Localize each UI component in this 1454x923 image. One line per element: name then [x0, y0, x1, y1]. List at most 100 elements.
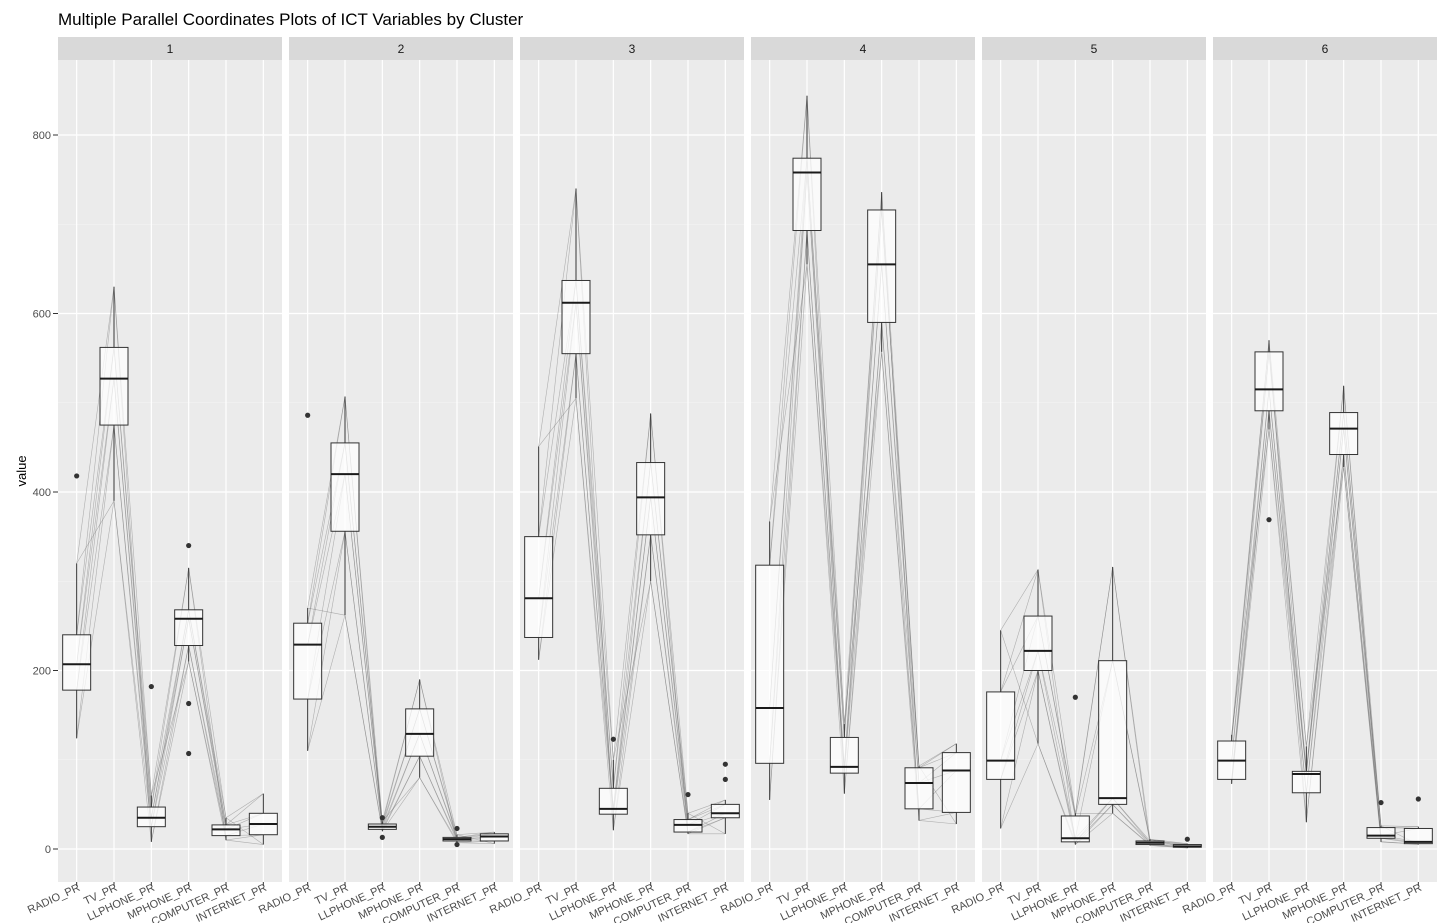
box-iqr: [1329, 412, 1359, 456]
chart-title: Multiple Parallel Coordinates Plots of I…: [58, 10, 524, 29]
y-axis-ticks: 0 200 400 600 800: [33, 130, 58, 856]
box-iqr: [1403, 827, 1433, 845]
outlier-point: [610, 736, 616, 742]
boxplot-radio_pr: [293, 412, 323, 751]
box-iqr: [1023, 615, 1053, 671]
boxplot-llphone_pr: [1060, 694, 1090, 845]
outlier-point: [379, 815, 385, 821]
profile-line: [538, 398, 726, 835]
box-iqr: [1366, 827, 1396, 839]
profile-line: [76, 500, 264, 845]
box-iqr: [598, 787, 628, 815]
boxplot-tv_pr: [330, 396, 360, 616]
boxplot-internet_pr: [1172, 836, 1202, 849]
boxplot-radio_pr: [1217, 734, 1247, 784]
box-iqr: [792, 157, 822, 231]
profile-line: [769, 264, 957, 825]
profile-line: [76, 425, 264, 845]
y-tick-label: 0: [45, 844, 51, 856]
boxplot-mphone_pr: [1329, 385, 1359, 468]
boxplot-llphone_pr: [136, 683, 166, 842]
outlier-point: [722, 776, 728, 782]
profile-line: [1231, 410, 1419, 844]
panel-background: [520, 60, 744, 882]
facet-strip: [982, 37, 1206, 60]
boxplot-llphone_pr: [829, 724, 859, 794]
profile-line: [1231, 351, 1419, 843]
outlier-point: [1184, 836, 1190, 842]
boxplot-internet_pr: [941, 743, 971, 825]
box-iqr: [1254, 351, 1284, 412]
boxplot-tv_pr: [561, 188, 591, 399]
outlier-point: [148, 683, 154, 690]
facet-strip: [1213, 37, 1437, 60]
box-iqr: [755, 564, 785, 764]
outlier-point: [454, 841, 460, 848]
facet-strip-label: 6: [1322, 42, 1329, 56]
box-iqr: [867, 209, 897, 323]
profile-line: [1231, 429, 1419, 845]
boxplot-radio_pr: [62, 473, 92, 739]
boxplot-mphone_pr: [1098, 566, 1128, 814]
box-iqr: [1291, 770, 1321, 794]
box-iqr: [174, 609, 204, 647]
profile-line: [1231, 385, 1419, 844]
profile-line: [307, 396, 495, 836]
box-iqr: [561, 279, 591, 355]
box-iqr: [986, 691, 1016, 780]
profile-line: [538, 188, 726, 814]
outlier-point: [186, 700, 192, 707]
facet-strip: [751, 37, 975, 60]
outlier-point: [186, 750, 192, 757]
panel-background: [751, 60, 975, 882]
boxplot-computer_pr: [1135, 839, 1165, 846]
outlier-point: [305, 412, 311, 418]
boxplot-mphone_pr: [174, 542, 204, 757]
outlier-point: [722, 761, 728, 767]
boxplot-llphone_pr: [1291, 746, 1321, 823]
facet-strip-label: 1: [167, 42, 174, 56]
boxplot-computer_pr: [442, 825, 472, 848]
facet-strip-label: 3: [629, 42, 636, 56]
facet-strip-label: 5: [1091, 42, 1098, 56]
y-tick-label: 800: [33, 130, 51, 142]
boxplot-internet_pr: [479, 832, 509, 844]
facet-strip: [58, 37, 282, 60]
y-tick-label: 400: [33, 487, 51, 499]
facet-strip: [289, 37, 513, 60]
box-iqr: [524, 536, 554, 638]
boxplot-tv_pr: [99, 286, 129, 501]
profile-line: [307, 607, 495, 838]
y-axis-title: value: [14, 455, 29, 486]
box-iqr: [1098, 660, 1128, 805]
panel-background: [982, 60, 1206, 882]
boxplot-radio_pr: [986, 630, 1016, 829]
x-tick-label: RADIO_PR: [26, 882, 82, 917]
boxplot-mphone_pr: [405, 679, 435, 778]
boxplot-tv_pr: [1023, 569, 1053, 744]
outlier-point: [1266, 517, 1272, 523]
boxplot-internet_pr: [248, 793, 278, 845]
box-iqr: [293, 622, 323, 700]
outlier-point: [74, 473, 80, 479]
y-tick-label: 200: [33, 666, 51, 678]
panel-background: [58, 60, 282, 882]
boxplot-computer_pr: [673, 791, 703, 834]
facet-strip-label: 4: [860, 42, 867, 56]
box-iqr: [405, 708, 435, 757]
boxplot-radio_pr: [524, 446, 554, 660]
profile-line: [538, 397, 726, 821]
profile-line: [769, 264, 957, 774]
profile-line: [307, 531, 495, 844]
profile-line: [538, 353, 726, 835]
boxplot-tv_pr: [1254, 340, 1284, 523]
boxplot-llphone_pr: [367, 815, 397, 840]
profile-line: [1000, 566, 1188, 848]
boxplot-mphone_pr: [636, 413, 666, 582]
